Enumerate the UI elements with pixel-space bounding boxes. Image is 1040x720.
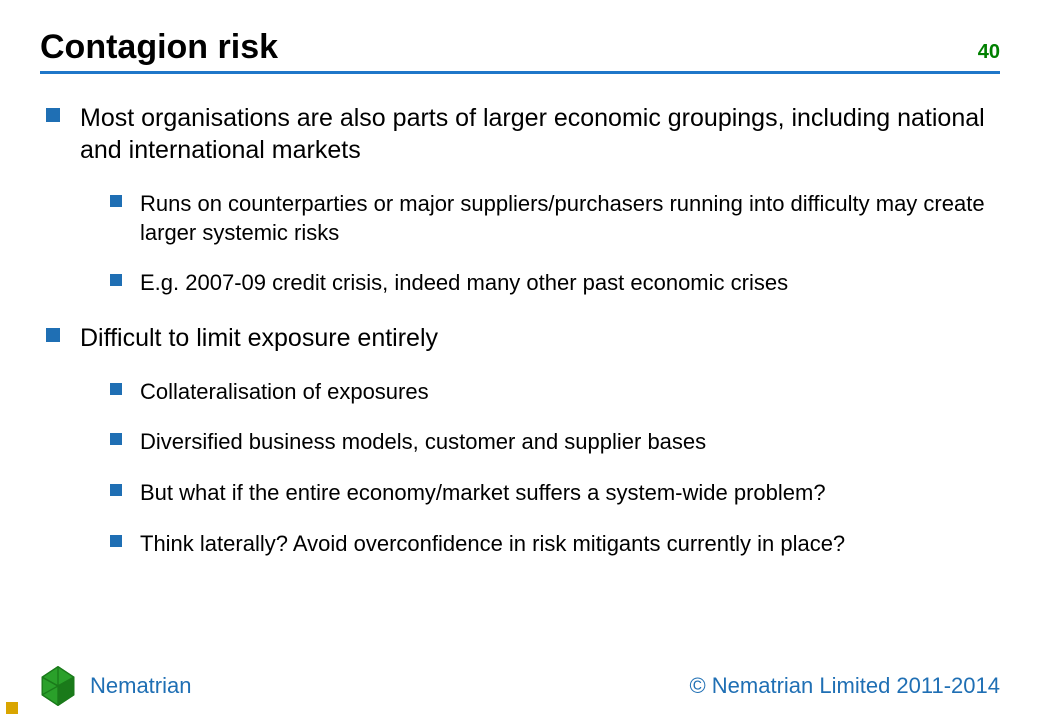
corner-marker-icon — [6, 702, 18, 714]
copyright-text: © Nematrian Limited 2011-2014 — [689, 673, 1000, 699]
list-item: Runs on counterparties or major supplier… — [110, 190, 1000, 247]
brand-block: Nematrian — [36, 664, 191, 708]
list-item: Most organisations are also parts of lar… — [46, 102, 1000, 298]
nematrian-logo-icon — [36, 664, 80, 708]
bullet-list-level2: Runs on counterparties or major supplier… — [110, 190, 1000, 298]
list-item: Collateralisation of exposures — [110, 378, 1000, 407]
bullet-text: But what if the entire economy/market su… — [140, 479, 1000, 508]
slide-title: Contagion risk — [40, 28, 278, 67]
list-item: Diversified business models, customer an… — [110, 428, 1000, 457]
bullet-text: E.g. 2007-09 credit crisis, indeed many … — [140, 269, 1000, 298]
bullet-text: Runs on counterparties or major supplier… — [140, 190, 1000, 247]
slide-header: Contagion risk 40 — [40, 28, 1000, 74]
slide-footer: Nematrian © Nematrian Limited 2011-2014 — [0, 664, 1040, 708]
bullet-text: Think laterally? Avoid overconfidence in… — [140, 530, 1000, 559]
bullet-list-level1: Most organisations are also parts of lar… — [46, 102, 1000, 558]
slide: Contagion risk 40 Most organisations are… — [0, 0, 1040, 720]
brand-name: Nematrian — [90, 673, 191, 699]
bullet-text: Collateralisation of exposures — [140, 378, 1000, 407]
list-item: But what if the entire economy/market su… — [110, 479, 1000, 508]
page-number: 40 — [978, 41, 1000, 64]
bullet-list-level2: Collateralisation of exposures Diversifi… — [110, 378, 1000, 558]
bullet-text: Diversified business models, customer an… — [140, 428, 1000, 457]
list-item: Think laterally? Avoid overconfidence in… — [110, 530, 1000, 559]
list-item: E.g. 2007-09 credit crisis, indeed many … — [110, 269, 1000, 298]
bullet-text: Most organisations are also parts of lar… — [80, 102, 1000, 166]
slide-body: Most organisations are also parts of lar… — [40, 74, 1000, 558]
list-item: Difficult to limit exposure entirely Col… — [46, 322, 1000, 558]
bullet-text: Difficult to limit exposure entirely — [80, 322, 1000, 354]
